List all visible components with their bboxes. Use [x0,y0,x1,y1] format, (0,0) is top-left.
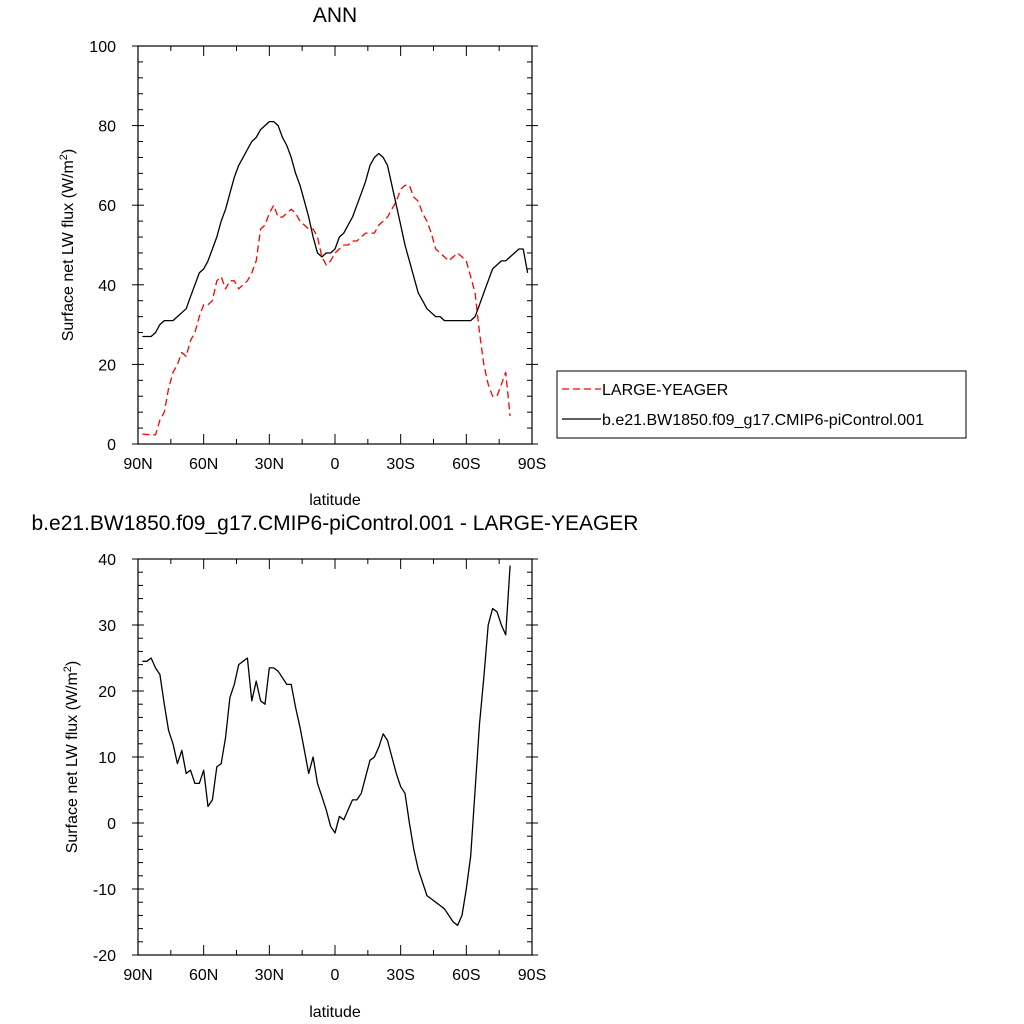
bottom-x-tick-label: 60S [452,967,480,984]
top-x-tick-label: 60N [189,456,218,473]
bottom-y-axis-label-close: ) [64,661,81,666]
top-y-tick-label: 40 [98,278,116,295]
top-y-tick-label: 60 [98,198,116,215]
bottom-y-tick-label: 30 [98,618,116,635]
top-x-tick-label: 30S [386,456,414,473]
legend: LARGE-YEAGER b.e21.BW1850.f09_g17.CMIP6-… [556,370,967,439]
top-x-tick-label: 90N [123,456,152,473]
top-x-tick-label: 0 [331,456,340,473]
bottom-x-tick-label: 60N [189,967,218,984]
bottom-ticks: 90N 60N 30N 0 30S 60S 90S -20 -10 0 10 20 30 40 [93,552,546,984]
top-y-axis-label-sup: 2 [58,154,70,160]
legend-box [556,370,967,439]
top-series-line-1 [142,120,529,338]
legend-label-picontrol: b.e21.BW1850.f09_g17.CMIP6-piControl.001 [602,412,924,429]
legend-label-large-yeager: LARGE-YEAGER [602,382,728,399]
top-x-axis-label: latitude [309,492,361,509]
bottom-x-tick-label: 90N [123,967,152,984]
top-y-axis-label-close: ) [60,149,77,154]
bottom-x-tick-label: 0 [331,967,340,984]
bottom-y-tick-label: 10 [98,750,116,767]
top-series-lines [142,120,529,436]
top-y-tick-label: 100 [89,39,116,56]
bottom-y-tick-label: 20 [98,684,116,701]
bottom-x-tick-label: 90S [518,967,546,984]
bottom-series-line-0 [142,565,511,926]
top-y-axis-label-main: Surface net LW flux (W/m [60,160,77,341]
bottom-series-lines [142,565,511,926]
bottom-y-tick-label: -20 [93,948,116,965]
top-x-tick-label: 30N [255,456,284,473]
bottom-x-axis-label: latitude [309,1004,361,1021]
bottom-y-tick-label: 40 [98,552,116,569]
bottom-y-tick-label: -10 [93,882,116,899]
top-y-axis-label: Surface net LW flux (W/m2) [58,149,77,342]
bottom-y-axis-label-sup: 2 [62,666,74,672]
top-y-tick-label: 20 [98,357,116,374]
top-series-line-0 [142,184,511,436]
top-y-tick-label: 0 [107,437,116,454]
bottom-x-tick-label: 30S [386,967,414,984]
bottom-x-tick-label: 30N [255,967,284,984]
bottom-plot-frame [137,558,533,956]
top-chart-title: ANN [313,4,357,27]
bottom-panel: b.e21.BW1850.f09_g17.CMIP6-piControl.001… [32,512,639,1021]
bottom-y-axis-label-main: Surface net LW flux (W/m [64,672,81,853]
top-plot-frame [137,45,533,445]
top-y-tick-label: 80 [98,119,116,136]
bottom-y-tick-label: 0 [107,816,116,833]
bottom-chart-title: b.e21.BW1850.f09_g17.CMIP6-piControl.001… [32,512,639,535]
top-x-tick-label: 60S [452,456,480,473]
bottom-y-axis-label: Surface net LW flux (W/m2) [62,661,81,854]
top-panel: ANN 90N 60N 30N 0 30S 60S 90S 0 20 40 60 80 100 lati… [58,4,967,509]
top-x-tick-label: 90S [518,456,546,473]
top-ticks: 90N 60N 30N 0 30S 60S 90S 0 20 40 60 80 100 [89,39,546,473]
